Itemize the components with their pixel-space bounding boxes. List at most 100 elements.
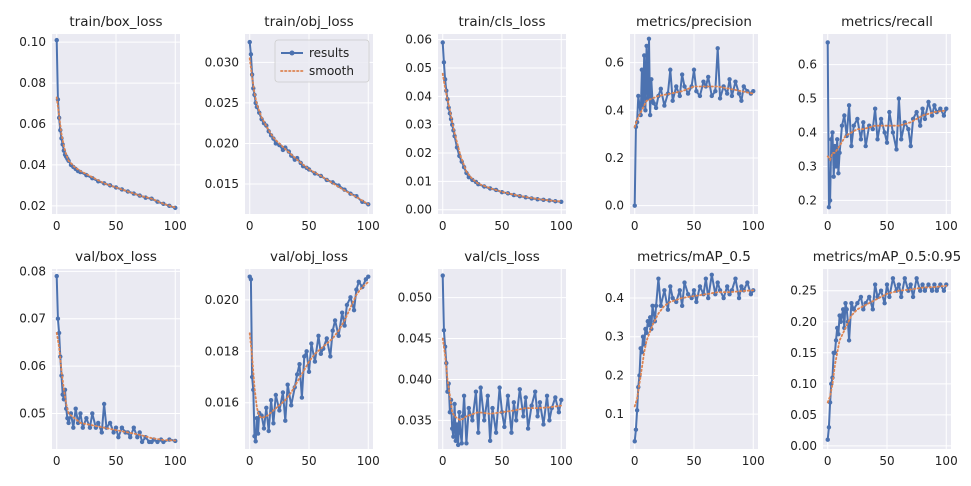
results-point <box>54 37 59 43</box>
results-point <box>521 414 526 419</box>
results-point <box>525 426 531 431</box>
results-point <box>884 140 890 145</box>
results-point <box>255 431 261 436</box>
results-point <box>682 280 687 285</box>
y-tick-label: 0.05 <box>405 61 432 75</box>
results-point <box>662 103 667 108</box>
x-tick-label: 0 <box>53 219 61 233</box>
results-point <box>482 418 487 423</box>
results-point <box>155 439 160 445</box>
results-point <box>751 89 756 94</box>
results-point <box>478 385 483 390</box>
smooth-line <box>441 72 563 203</box>
results-point <box>887 294 892 300</box>
results-point <box>920 106 925 111</box>
results-point <box>872 282 878 287</box>
results-point <box>835 325 840 331</box>
results-point <box>929 113 935 118</box>
y-tick-label: 0.0 <box>605 199 624 213</box>
y-tick-label: 0.06 <box>405 33 432 47</box>
x-tick-label: 50 <box>494 219 509 233</box>
results-point <box>826 425 832 430</box>
results-point <box>268 397 274 403</box>
y-tick-label: 0.4 <box>605 291 624 305</box>
y-tick-label: 0.10 <box>790 377 817 391</box>
panel-metrics-recall: 0 50 100 0.2 0.3 0.4 0.5 0.6 metrics/recall <box>798 14 958 233</box>
results-point <box>440 273 445 278</box>
results-point <box>450 426 455 431</box>
y-tick-label: 0.4 <box>605 103 624 117</box>
results-point <box>473 389 479 394</box>
results-point <box>861 120 866 125</box>
y-tick-label: 0.07 <box>19 312 46 326</box>
results-point <box>658 303 664 308</box>
results-point <box>825 437 830 442</box>
results-point <box>128 434 133 440</box>
results-point <box>644 330 649 336</box>
y-tick-label: 0.015 <box>205 177 239 191</box>
y-tick-label: 0.04 <box>405 89 432 103</box>
results-point <box>861 307 866 312</box>
results-point <box>827 198 833 203</box>
results-point <box>336 333 341 339</box>
x-tick-label: 50 <box>301 454 316 468</box>
results-point <box>318 351 324 357</box>
results-point <box>254 415 260 421</box>
results-point <box>836 331 841 337</box>
x-tick-label: 100 <box>357 219 380 233</box>
results-point <box>266 428 271 434</box>
results-point <box>356 279 361 285</box>
y-tick-label: 0.10 <box>19 35 46 49</box>
x-tick-label: 100 <box>357 454 380 468</box>
results-point <box>73 406 78 411</box>
y-tick-label: 0.030 <box>205 55 239 69</box>
results-point <box>302 354 307 359</box>
panel-title: metrics/precision <box>636 14 752 30</box>
results-point <box>90 411 95 416</box>
x-tick-label: 0 <box>631 454 639 468</box>
results-point <box>890 276 896 281</box>
smooth-line <box>826 284 948 404</box>
y-tick-label: 0.00 <box>405 203 432 217</box>
y-tick-label: 0.018 <box>205 344 239 358</box>
results-point <box>453 438 458 444</box>
panel-title: val/obj_loss <box>270 249 348 265</box>
results-point <box>867 294 872 300</box>
results-point <box>733 79 738 84</box>
y-tick-label: 0.3 <box>798 159 817 173</box>
smooth-line <box>441 337 563 422</box>
panel-title: train/box_loss <box>69 14 162 30</box>
results-point <box>116 434 121 440</box>
results-point <box>849 300 854 306</box>
results-line <box>248 276 370 443</box>
smooth-line <box>55 331 177 442</box>
results-point <box>643 326 648 332</box>
results-point <box>832 350 838 355</box>
results-point <box>878 116 884 122</box>
results-point <box>829 137 834 142</box>
results-point <box>161 439 166 445</box>
results-point <box>724 91 730 96</box>
results-point <box>890 130 896 135</box>
y-tick-label: 0.6 <box>605 56 624 70</box>
results-point <box>541 422 546 427</box>
results-point <box>839 123 845 128</box>
panel-title: train/cls_loss <box>458 14 545 30</box>
x-tick-label: 100 <box>935 219 958 233</box>
results-point <box>441 60 447 65</box>
results-point <box>825 40 830 45</box>
results-point <box>547 418 552 423</box>
results-point <box>896 96 902 101</box>
y-tick-label: 0.03 <box>405 118 432 132</box>
results-point <box>66 420 71 426</box>
results-point <box>908 143 913 149</box>
results-point <box>113 425 119 430</box>
results-point <box>647 315 653 320</box>
results-point <box>458 430 463 435</box>
results-point <box>330 328 335 333</box>
results-point <box>745 280 750 285</box>
results-point <box>339 310 345 315</box>
y-tick-label: 0.2 <box>605 151 624 165</box>
results-point <box>639 350 645 355</box>
